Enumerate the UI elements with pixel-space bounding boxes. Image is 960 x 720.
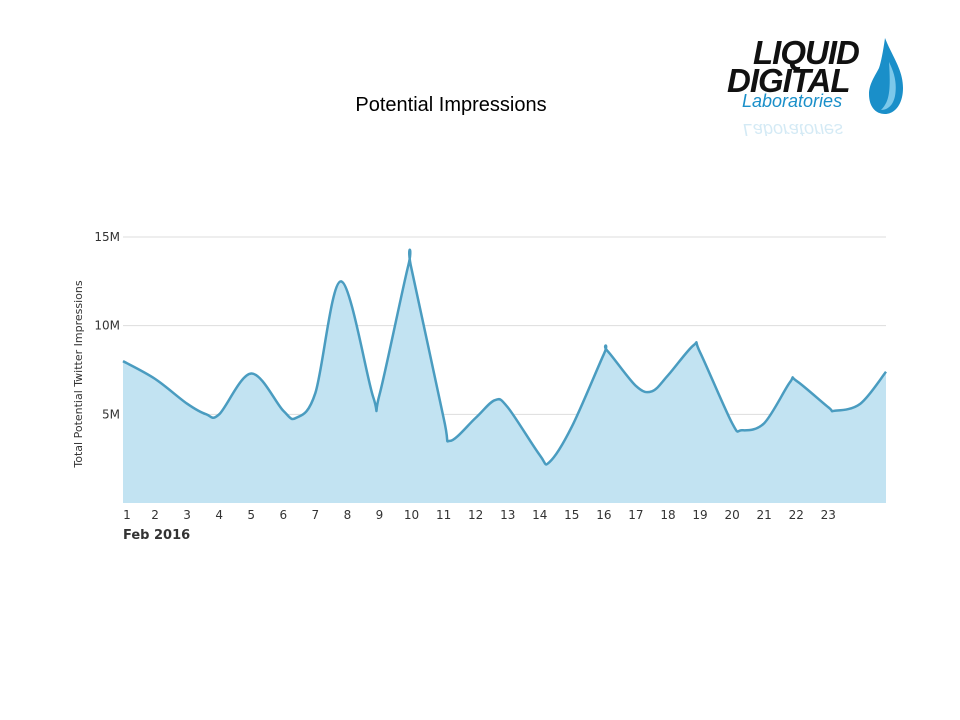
x-tick-label: 2: [151, 508, 159, 522]
y-tick-label: 5M: [102, 407, 120, 421]
company-logo: LIQUID DIGITAL Laboratories Laboratories: [715, 30, 915, 140]
x-tick-label: 13: [500, 508, 515, 522]
x-tick-label: 15: [564, 508, 579, 522]
y-axis-ticks: 5M 10M 15M: [94, 230, 120, 421]
x-tick-label: 6: [279, 508, 287, 522]
x-tick-label: 18: [660, 508, 675, 522]
logo-text-line1: LIQUID: [753, 34, 860, 71]
x-tick-label: 4: [215, 508, 223, 522]
x-tick-label: 22: [789, 508, 804, 522]
x-tick-label: 10: [404, 508, 419, 522]
x-axis-period-label: Feb 2016: [123, 528, 190, 543]
x-tick-label: 11: [436, 508, 451, 522]
logo-text-line3: Laboratories: [742, 91, 843, 111]
y-tick-label: 10M: [94, 319, 120, 333]
y-axis-title: Total Potential Twitter Impressions: [72, 280, 85, 468]
y-tick-label: 15M: [94, 230, 120, 244]
x-tick-label: 17: [628, 508, 643, 522]
logo-text-line2: DIGITAL: [727, 62, 851, 99]
x-tick-label: 7: [312, 508, 320, 522]
x-tick-label: 9: [376, 508, 384, 522]
water-drop-icon: [869, 38, 903, 114]
x-tick-label: 1: [123, 508, 131, 522]
x-axis-ticks: 1 2 3 4 5 6 7 8 9 10 11 12 13 14 15 16 17 18 19 20 21 22 23: [123, 508, 836, 522]
series-area-fill: [123, 249, 886, 503]
x-tick-label: 14: [532, 508, 547, 522]
x-tick-label: 12: [468, 508, 483, 522]
x-tick-label: 19: [692, 508, 707, 522]
x-tick-label: 21: [757, 508, 772, 522]
x-tick-label: 20: [724, 508, 739, 522]
x-tick-label: 16: [596, 508, 611, 522]
series-line: [122, 248, 887, 466]
x-tick-label: 3: [183, 508, 191, 522]
x-tick-label: 8: [344, 508, 352, 522]
x-tick-label: 23: [821, 508, 836, 522]
x-tick-label: 5: [247, 508, 255, 522]
slide-title: Potential Impressions: [355, 94, 547, 116]
